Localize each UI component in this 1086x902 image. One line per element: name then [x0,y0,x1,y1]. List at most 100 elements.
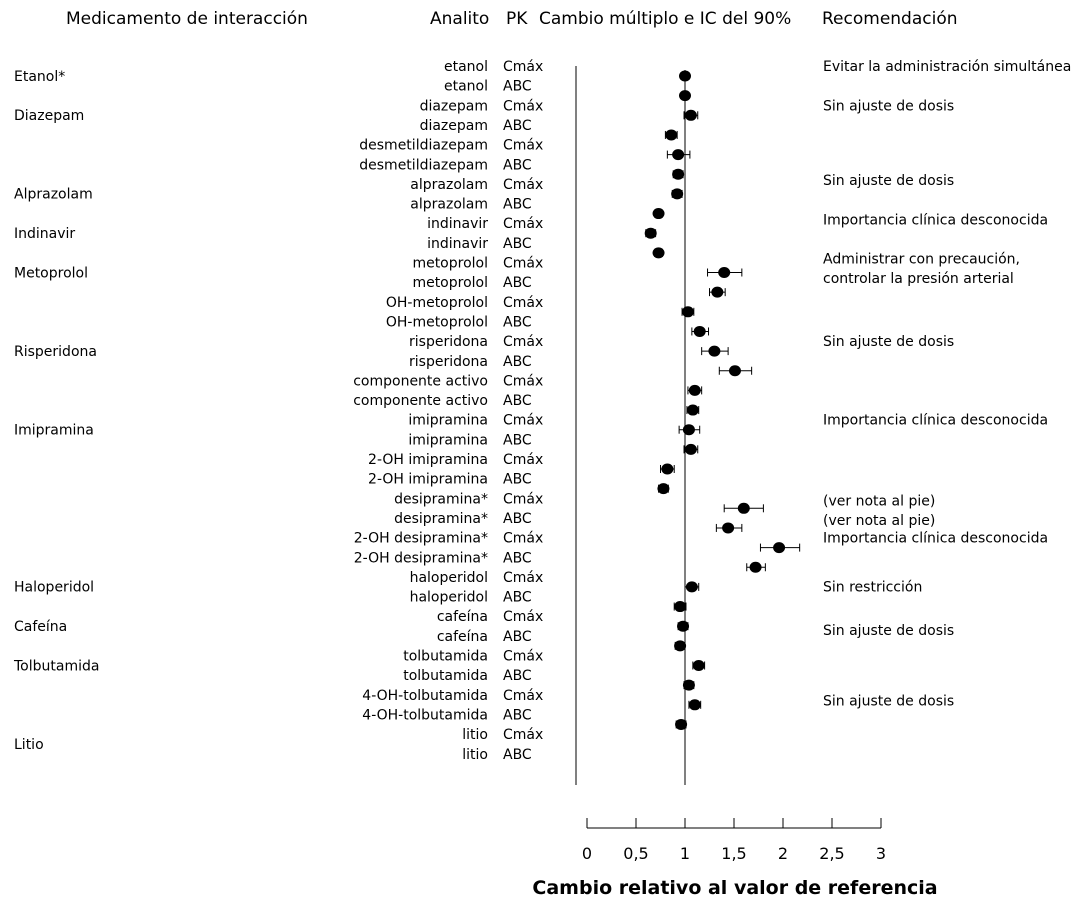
analyte-label: 4-OH-tolbutamida [362,707,488,723]
data-point [759,542,801,554]
analyte-label: alprazolam [410,177,488,193]
point-marker [681,306,694,318]
data-point [688,699,702,711]
point-marker [657,483,670,495]
data-point [701,345,729,357]
point-marker [644,227,657,239]
analyte-label: 4-OH-tolbutamida [362,688,488,704]
point-marker [737,502,750,514]
point-marker [679,70,691,82]
x-tick-label: 2 [778,844,788,863]
analyte-label: haloperidol [410,590,488,606]
analyte-label: 2-OH imipramina [368,472,488,488]
data-point [691,325,710,337]
recommendation-label: Importancia clínica desconocida [823,531,1048,547]
data-point [692,660,706,671]
point-marker [671,188,684,200]
data-point [660,463,675,475]
point-marker [688,384,701,396]
analyte-label: metoprolol [412,275,488,291]
data-point [683,109,699,121]
data-point [679,70,691,82]
analyte-label: OH-metoprolol [386,314,488,330]
data-point [709,286,726,298]
drug-label: Etanol* [14,69,65,85]
point-marker [679,90,691,102]
point-marker [677,620,690,632]
pk-label: ABC [503,118,532,134]
analyte-labels: etanol etanol diazepam diazepam desmetildiaz… [353,59,488,763]
data-point [671,188,684,200]
analyte-label: desipramina* [394,491,488,507]
analyte-label: componente activo [353,373,488,389]
pk-label: Cmáx [503,138,543,154]
recommendation-label: controlar la presión arterial [823,271,1014,287]
drug-label: Haloperidol [14,580,94,596]
point-marker [672,149,685,161]
pk-label: ABC [503,550,532,566]
x-tick-label: 1 [680,844,690,863]
x-axis: 0 0,5 1 1,5 2 2,5 3 [582,818,886,863]
header-recommendation: Recomendación [822,9,958,29]
data-point [674,640,687,652]
pk-label: ABC [503,314,532,330]
pk-label: Cmáx [503,334,543,350]
recommendation-label: Importancia clínica desconocida [823,413,1048,429]
pk-label: Cmáx [503,177,543,193]
recommendation-label: Sin ajuste de dosis [823,694,954,710]
pk-label: Cmáx [503,649,543,665]
recommendation-label: Evitar la administración simultánea [823,59,1071,75]
pk-label: ABC [503,354,532,370]
drug-label: Tolbutamida [13,658,99,674]
recommendation-label: (ver nota al pie) [823,513,935,529]
header-pk: PK [506,9,528,29]
analyte-label: alprazolam [410,197,488,213]
pk-label: Cmáx [503,452,543,468]
analyte-label: metoprolol [412,256,488,272]
data-point [677,620,690,632]
pk-label: ABC [503,472,532,488]
recommendation-label: Sin ajuste de dosis [823,173,954,189]
drug-label: Cafeína [14,619,67,635]
analyte-label: risperidona [409,334,488,350]
pk-label: Cmáx [503,373,543,389]
analyte-label: haloperidol [410,570,488,586]
pk-label: ABC [503,393,532,409]
point-marker [692,660,705,671]
point-marker [665,129,678,141]
pk-label: ABC [503,157,532,173]
analyte-label: 2-OH desipramina* [354,531,488,547]
pk-label: Cmáx [503,59,543,75]
analyte-label: litio [462,727,488,743]
analyte-label: imipramina [408,413,488,429]
data-point [715,522,743,534]
analyte-label: cafeína [437,629,488,645]
x-axis-label: Cambio relativo al valor de referencia [532,877,937,899]
pk-label: Cmáx [503,688,543,704]
point-marker [682,679,695,691]
data-point [679,90,691,102]
point-marker [728,365,741,377]
analyte-label: 2-OH desipramina* [354,550,488,566]
analyte-label: tolbutamida [403,649,488,665]
analyte-label: etanol [444,59,488,75]
pk-label: ABC [503,629,532,645]
point-marker [708,345,721,357]
data-point [652,247,665,259]
pk-label: Cmáx [503,98,543,114]
data-point [644,227,657,239]
analyte-label: OH-metoprolol [386,295,488,311]
point-marker [652,208,665,220]
point-marker [711,286,724,298]
data-point [687,384,703,396]
point-marker [661,463,674,475]
analyte-label: desipramina* [394,511,488,527]
recommendation-label: Sin ajuste de dosis [823,98,954,114]
pk-label: ABC [503,197,532,213]
recommendation-label: (ver nota al pie) [823,493,935,509]
recommendation-label: Sin ajuste de dosis [823,334,954,350]
analyte-label: diazepam [420,118,488,134]
data-point [675,718,688,730]
pk-label: Cmáx [503,216,543,232]
drug-labels: Etanol* Diazepam Alprazolam Indinavir Metopr… [13,69,99,753]
